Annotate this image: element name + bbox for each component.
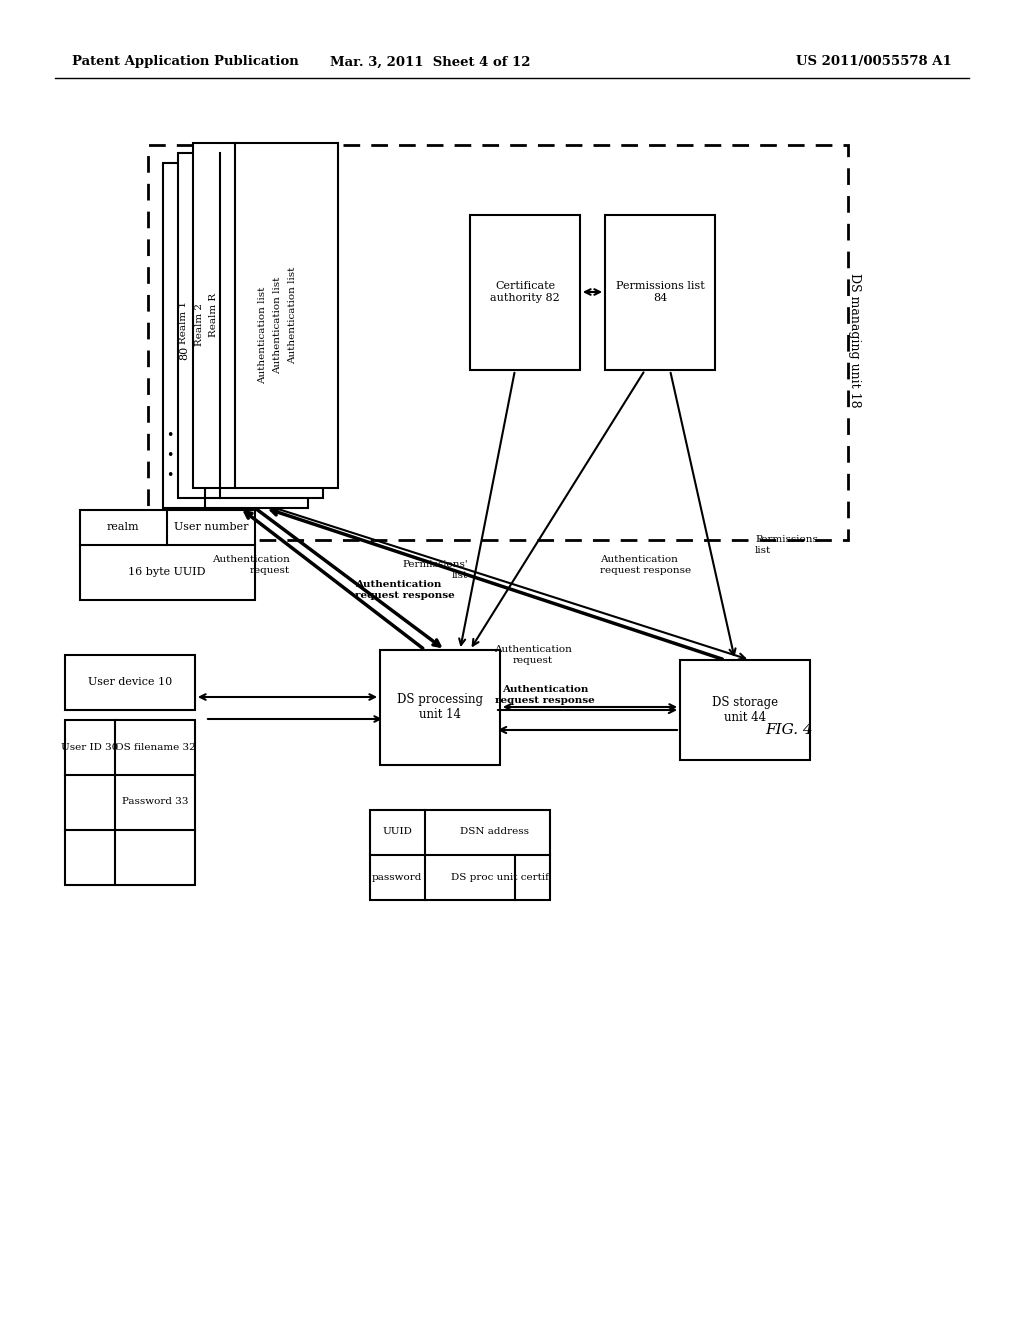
- Text: UUID: UUID: [382, 828, 412, 837]
- Text: User number: User number: [174, 521, 248, 532]
- Bar: [193, 143, 338, 488]
- Text: Mar. 3, 2011  Sheet 4 of 12: Mar. 3, 2011 Sheet 4 of 12: [330, 55, 530, 69]
- Text: Permissions
list: Permissions list: [755, 536, 818, 554]
- Text: •: •: [166, 429, 174, 441]
- Text: DS proc unit certif: DS proc unit certif: [451, 873, 549, 882]
- Text: •: •: [166, 469, 174, 482]
- Text: Realm R: Realm R: [210, 293, 218, 337]
- Text: OS filename 32: OS filename 32: [115, 742, 196, 751]
- Text: 16 byte UUID: 16 byte UUID: [128, 568, 206, 577]
- Text: FIG. 4: FIG. 4: [765, 723, 813, 737]
- Text: Authentication
request: Authentication request: [494, 645, 572, 665]
- Bar: [680, 660, 810, 760]
- Text: DS managing unit 18: DS managing unit 18: [849, 273, 861, 408]
- Text: Authentication
request response: Authentication request response: [600, 556, 691, 574]
- Text: DS processing
unit 14: DS processing unit 14: [397, 693, 483, 721]
- Text: Certificate
authority 82: Certificate authority 82: [490, 281, 560, 302]
- Text: Authentication
request: Authentication request: [212, 556, 290, 574]
- Bar: [65, 655, 195, 710]
- Text: realm: realm: [106, 521, 139, 532]
- Bar: [163, 162, 308, 508]
- Bar: [148, 145, 848, 540]
- Bar: [370, 810, 550, 900]
- Bar: [178, 153, 323, 498]
- Text: Authentication list: Authentication list: [273, 276, 283, 374]
- Bar: [470, 215, 580, 370]
- Text: Authentication list: Authentication list: [289, 267, 298, 364]
- Text: Patent Application Publication: Patent Application Publication: [72, 55, 299, 69]
- Text: US 2011/0055578 A1: US 2011/0055578 A1: [797, 55, 952, 69]
- Text: DSN address: DSN address: [461, 828, 529, 837]
- Text: Permissions list
84: Permissions list 84: [615, 281, 705, 302]
- Text: Authentication
request response: Authentication request response: [355, 581, 455, 599]
- Text: Authentication
request response: Authentication request response: [496, 685, 595, 705]
- Text: 80: 80: [179, 346, 189, 360]
- Text: password: password: [372, 873, 422, 882]
- Text: Realm 2: Realm 2: [195, 304, 204, 346]
- Bar: [380, 649, 500, 766]
- Text: DS storage
unit 44: DS storage unit 44: [712, 696, 778, 723]
- Text: User ID 30: User ID 30: [61, 742, 119, 751]
- Text: Realm 1: Realm 1: [179, 301, 188, 345]
- Text: Password 33: Password 33: [122, 797, 188, 807]
- Bar: [80, 510, 255, 601]
- Text: User device 10: User device 10: [88, 677, 172, 686]
- Text: Permissions'
list: Permissions' list: [402, 560, 468, 579]
- Text: Authentication list: Authentication list: [258, 286, 267, 384]
- Bar: [605, 215, 715, 370]
- Text: •: •: [166, 449, 174, 462]
- Bar: [65, 719, 195, 884]
